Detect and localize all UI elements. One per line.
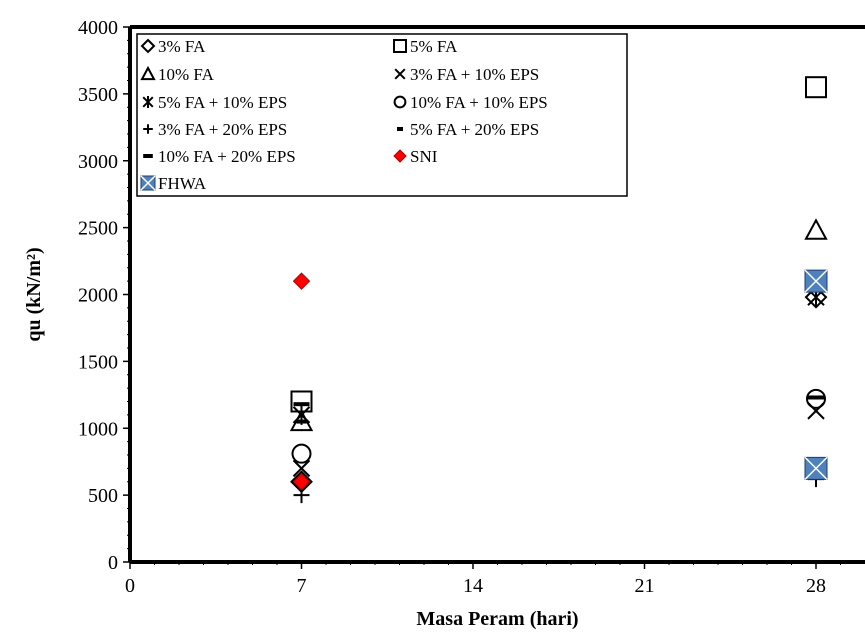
series-10	[804, 269, 828, 480]
y-tick-label: 0	[108, 552, 118, 574]
series-8	[293, 395, 824, 407]
legend-label: 5% FA	[410, 37, 458, 56]
x-tick-label: 21	[635, 575, 655, 597]
series-5	[291, 388, 826, 464]
legend-marker	[140, 65, 156, 81]
x-tick-label: 7	[297, 575, 307, 597]
series-7	[296, 395, 821, 424]
legend-marker-cross	[140, 175, 156, 191]
data-point	[292, 473, 311, 491]
data-point	[804, 218, 828, 240]
data-point	[291, 443, 312, 464]
data-point-cross	[804, 269, 828, 293]
data-point	[296, 419, 307, 424]
x-axis-title: Masa Peram (hari)	[416, 608, 578, 630]
axis-ticks	[123, 26, 841, 569]
legend-marker	[393, 39, 407, 53]
axis-tick-labels: 0 500 1000 1500 2000 2500 3000 3500 4000 0 7 14 21 28	[78, 17, 826, 597]
series-9	[292, 272, 311, 491]
x-tick-label: 0	[125, 575, 135, 597]
legend-marker	[393, 149, 407, 163]
legend-marker	[393, 95, 407, 109]
data-point-cross	[804, 456, 828, 480]
y-tick-label: 4000	[78, 17, 118, 39]
series-0	[290, 285, 828, 494]
legend-label: 10% FA + 10% EPS	[410, 93, 548, 112]
legend-label: 3% FA	[158, 37, 206, 56]
series-4	[292, 287, 825, 425]
legend-marker	[397, 127, 403, 131]
legend-label: 5% FA + 20% EPS	[410, 120, 539, 139]
legend-label: SNI	[410, 147, 438, 166]
data-point	[292, 272, 311, 290]
y-tick-label: 1000	[78, 418, 118, 440]
legend: 3% FA 5% FA 10% FA 3% FA + 10% EPS 5% FA + 1…	[136, 33, 628, 197]
legend-marker	[143, 154, 153, 158]
legend-label: 3% FA + 10% EPS	[410, 65, 539, 84]
legend-label: 3% FA + 20% EPS	[158, 120, 287, 139]
legend-label: 5% FA + 10% EPS	[158, 93, 287, 112]
x-tick-label: 28	[806, 575, 826, 597]
data-point	[808, 395, 824, 400]
data-point	[293, 402, 310, 407]
data-point	[806, 388, 826, 409]
legend-marker	[142, 96, 154, 108]
legend-label: FHWA	[158, 174, 207, 193]
legend-marker	[394, 68, 406, 80]
y-axis-title: qu (kN/m²)	[23, 247, 45, 341]
data-points	[289, 76, 828, 504]
x-tick-label: 14	[463, 575, 483, 597]
y-tick-label: 2500	[78, 218, 118, 240]
legend-marker	[143, 124, 153, 134]
data-point	[805, 76, 827, 99]
legend-marker	[140, 38, 156, 54]
series-6	[293, 471, 824, 504]
y-tick-label: 2000	[78, 285, 118, 307]
y-tick-label: 1500	[78, 351, 118, 373]
legend-box	[136, 33, 628, 197]
data-point	[292, 459, 311, 478]
y-tick-label: 3000	[78, 151, 118, 173]
legend-label: 10% FA	[158, 65, 215, 84]
y-tick-label: 3500	[78, 84, 118, 106]
series-3	[292, 402, 825, 478]
series-2	[289, 218, 828, 432]
legend-label: 10% FA + 20% EPS	[158, 147, 296, 166]
y-tick-label: 500	[88, 485, 118, 507]
